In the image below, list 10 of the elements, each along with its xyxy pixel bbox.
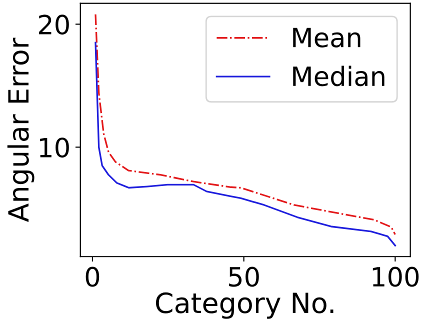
y-tick-label: 20 bbox=[39, 14, 69, 35]
y-axis-title: Angular Error bbox=[7, 38, 34, 222]
line-series bbox=[94, 14, 396, 236]
legend-label: Median bbox=[293, 66, 384, 86]
x-axis-title: Category No. bbox=[156, 292, 334, 319]
x-tick-label: 0 bbox=[86, 266, 100, 287]
x-tick-label: 50 bbox=[229, 266, 259, 287]
legend-label: Mean bbox=[293, 28, 360, 48]
x-tick-label: 100 bbox=[372, 266, 419, 287]
y-tick-label: 10 bbox=[40, 138, 69, 158]
